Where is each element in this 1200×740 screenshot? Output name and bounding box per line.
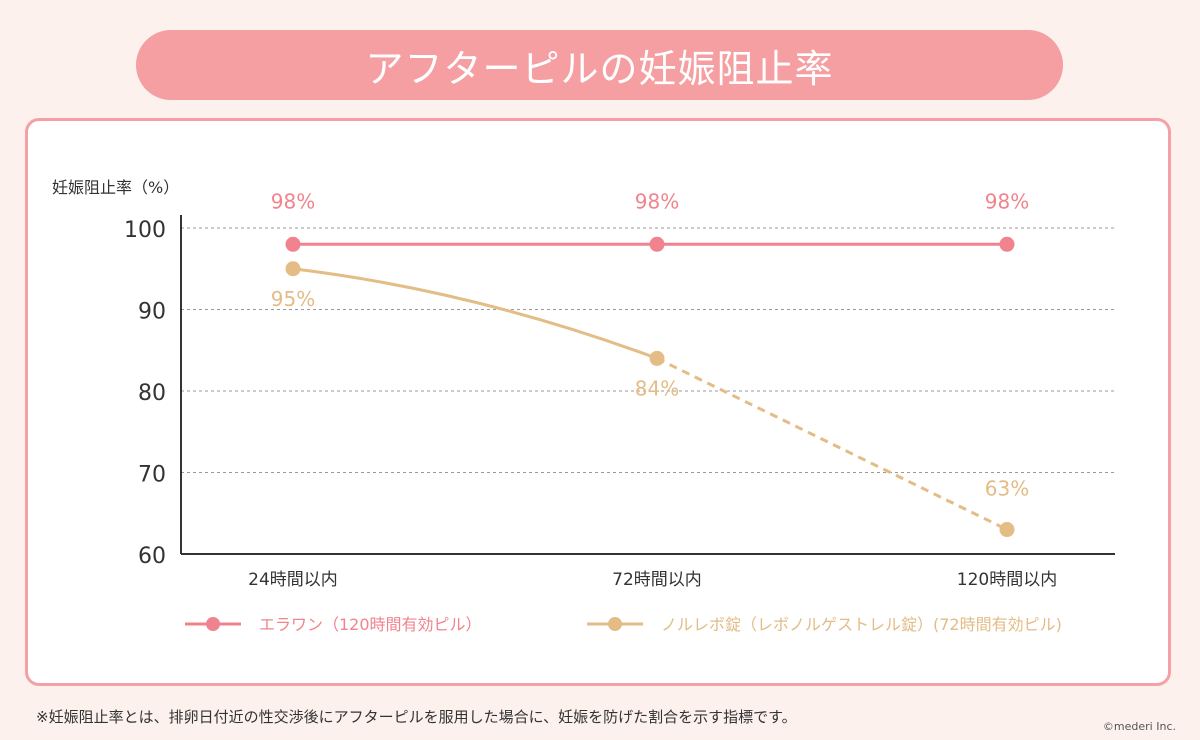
y-axis-label: 妊娠阻止率（%） [52,178,179,197]
legend-marker-1 [206,617,220,631]
y-tick-label: 90 [138,300,166,325]
x-tick-label: 24時間以内 [248,570,338,590]
y-tick-label: 70 [138,463,166,488]
series-2-data-label: 63% [985,477,1029,501]
series-1-point [285,236,301,252]
y-tick-label: 100 [124,218,166,243]
series-1-data-label: 98% [985,189,1029,213]
y-tick-label: 80 [138,381,166,406]
series-2-point [649,350,665,366]
legend-label-1: エラワン（120時間有効ピル） [259,615,482,634]
legend-label-2: ノルレボ錠（レボノルゲストレル錠）(72時間有効ピル) [661,615,1062,634]
y-tick-label: 60 [138,544,166,569]
legend-marker-2 [608,617,622,631]
series-1-point [649,236,665,252]
chart-card [25,118,1171,686]
series-2-point [999,522,1015,538]
series-2-line-segment [656,357,1008,531]
series-1-point [999,236,1015,252]
footnote: ※妊娠阻止率とは、排卵日付近の性交渉後にアフターピルを服用した場合に、妊娠を防げ… [36,708,797,726]
x-tick-label: 72時間以内 [612,570,702,590]
series-1-data-label: 98% [271,189,315,213]
x-tick-label: 120時間以内 [957,570,1057,590]
chart-title: アフターピルの妊娠阻止率 [365,46,834,91]
copyright: ©mederi Inc. [1102,720,1176,733]
series-2-point [285,261,301,277]
series-2-data-label: 84% [635,376,679,400]
series-1-data-label: 98% [635,189,679,213]
chart-title-banner: アフターピルの妊娠阻止率 [136,30,1063,100]
series-2-data-label: 95% [271,287,315,311]
series-2-line-segment [292,267,658,360]
